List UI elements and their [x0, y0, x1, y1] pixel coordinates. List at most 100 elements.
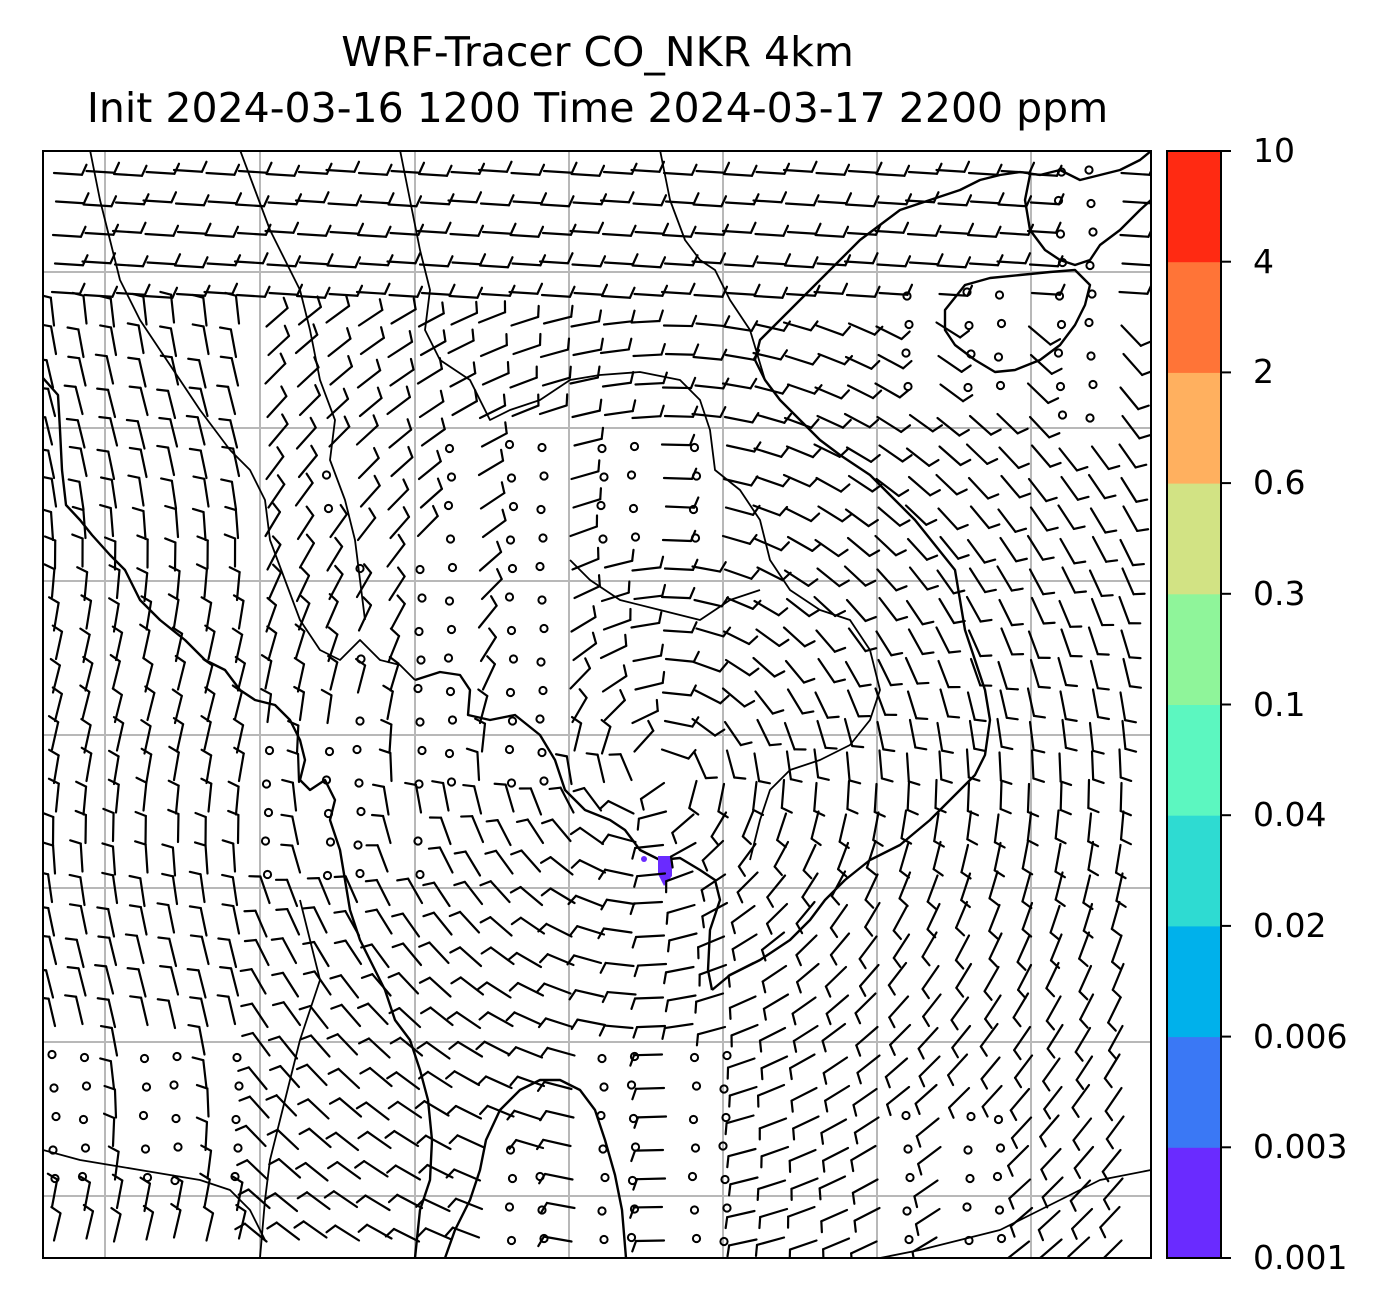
wind-barb-flag — [322, 191, 330, 204]
colorbar-band — [1167, 593, 1221, 705]
wind-barb-flag — [387, 192, 395, 205]
wind-barb-staff — [846, 231, 878, 236]
wind-barb-staff — [1010, 1116, 1033, 1140]
wind-barb-flag — [795, 953, 802, 967]
wind-barb — [554, 753, 573, 786]
calm-wind-circle — [996, 1233, 1007, 1244]
wind-barb — [541, 223, 577, 236]
wind-barb-flag — [199, 1172, 211, 1181]
wind-barb-flag — [43, 358, 48, 362]
wind-barb-staff — [145, 1211, 155, 1241]
wind-barb — [280, 843, 302, 874]
wind-barb-staff — [698, 963, 728, 976]
wind-barb-flag — [701, 915, 705, 929]
wind-barb-flag — [598, 868, 607, 881]
wind-barb-staff — [1122, 505, 1139, 533]
wind-barb-flag — [721, 285, 729, 298]
wind-barb — [723, 720, 753, 747]
wind-barb-staff — [876, 720, 885, 751]
wind-barb — [112, 164, 148, 177]
wind-barb-flag — [537, 225, 545, 238]
wind-barb-staff — [756, 718, 771, 747]
wind-barb-staff — [632, 202, 663, 207]
wind-barb — [813, 595, 847, 618]
wind-barb-flag — [266, 596, 278, 607]
wind-barb — [572, 193, 608, 206]
calm-wind-circle — [506, 778, 517, 788]
wind-barb-flag — [333, 909, 347, 914]
wind-barb — [386, 385, 411, 416]
wind-barb-staff — [51, 233, 83, 238]
wind-barb-flag — [396, 594, 406, 605]
wind-barb-staff — [453, 1168, 482, 1182]
wind-barb-staff — [752, 199, 783, 204]
wind-barb — [1021, 839, 1034, 876]
calm-wind-circle — [355, 563, 365, 574]
wind-barb-staff — [888, 995, 910, 1019]
wind-barb-flag — [842, 225, 850, 238]
wind-barb-staff — [723, 720, 742, 747]
wind-barb — [1091, 688, 1110, 721]
wind-barb — [536, 1080, 573, 1092]
wind-barb-flag — [624, 633, 628, 647]
wind-barb-staff — [511, 404, 540, 418]
wind-barb-staff — [200, 935, 210, 966]
wind-barb-flag — [959, 329, 971, 339]
wind-barb-staff — [688, 779, 698, 810]
wind-barb — [753, 447, 790, 458]
wind-barb-staff — [448, 294, 479, 299]
wind-barb — [136, 567, 149, 603]
wind-barb — [968, 254, 1004, 267]
wind-barb-staff — [325, 600, 339, 629]
wind-barb-staff — [1021, 839, 1030, 870]
wind-barb — [603, 253, 639, 266]
wind-barb-flag — [954, 926, 966, 937]
wind-barb — [204, 225, 240, 238]
wind-barb-flag — [691, 558, 699, 571]
wind-barb-staff — [175, 570, 181, 601]
wind-barb-flag — [631, 1087, 638, 1101]
wind-barb — [43, 906, 56, 937]
calm-wind-circle — [81, 1081, 92, 1091]
wind-barb-flag — [48, 596, 60, 604]
wind-barb-flag — [1119, 776, 1133, 783]
wind-barb-staff — [936, 569, 955, 595]
wind-barb — [129, 995, 149, 1027]
wind-barb-flag — [128, 904, 142, 909]
wind-barb-flag — [357, 1037, 371, 1045]
wind-barb-flag — [570, 161, 578, 174]
wind-barb-flag — [1071, 1227, 1078, 1240]
wind-barb — [790, 1177, 819, 1201]
calm-wind-circle — [504, 744, 515, 755]
wind-barb — [694, 689, 730, 705]
wind-barb-flag — [416, 285, 424, 298]
wind-barb-staff — [815, 171, 846, 176]
wind-barb-staff — [294, 333, 319, 355]
wind-barb-staff — [877, 201, 908, 206]
wind-barb-flag — [1150, 201, 1151, 205]
wind-barb — [631, 555, 665, 572]
wind-barb — [418, 941, 450, 965]
wind-barb-flag — [750, 320, 759, 332]
wind-barb — [126, 967, 147, 998]
wind-barb — [509, 365, 538, 389]
wind-barb — [359, 1066, 393, 1088]
wind-barb — [633, 872, 667, 888]
wind-barb — [294, 623, 306, 660]
wind-barb-flag — [475, 300, 479, 314]
calm-wind-circle — [902, 1206, 912, 1216]
wind-barb — [157, 936, 178, 968]
wind-barb-staff — [572, 498, 602, 509]
wind-barb-flag — [343, 415, 351, 428]
wind-barb — [932, 840, 944, 877]
wind-barb-flag — [973, 718, 987, 723]
wind-barb — [633, 962, 668, 978]
wind-barb-flag — [926, 584, 939, 591]
wind-barb-staff — [463, 880, 484, 906]
wind-barb-staff — [996, 412, 1019, 435]
calm-wind-circle — [324, 746, 335, 757]
wind-barb-flag — [619, 689, 626, 702]
wind-barb — [907, 628, 935, 656]
wind-barb-staff — [368, 1066, 393, 1088]
wind-barb-flag — [967, 222, 975, 235]
